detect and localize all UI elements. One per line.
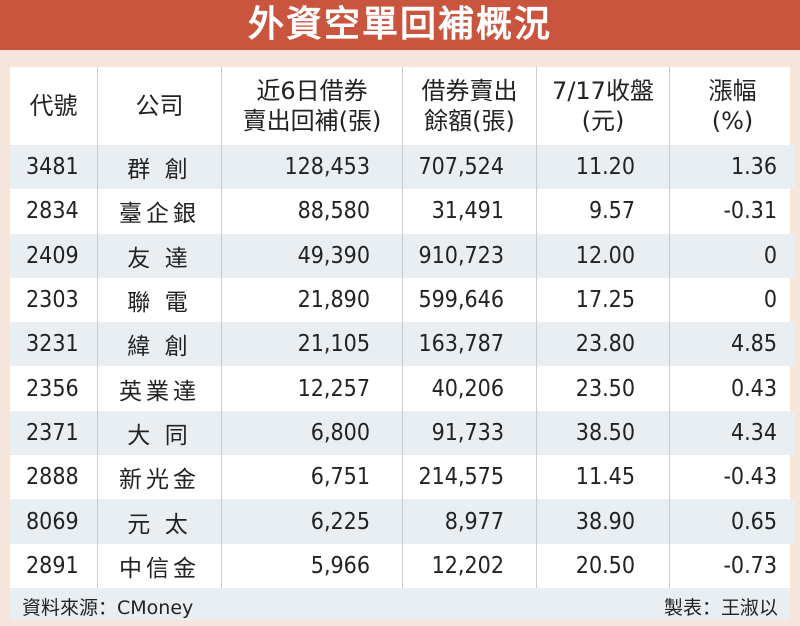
cell-short-balance: 8,977 [402, 499, 537, 544]
table-row: 2834 臺企銀 88,580 31,491 9.57 -0.31 [10, 189, 795, 234]
short-covering-table: 代號 公司 近6日借券 賣出回補(張) 借券賣出 餘額(張) 7/17收盤 (元) 漲幅 (%) … [10, 67, 795, 588]
cell-short-balance: 599,646 [402, 277, 537, 323]
cell-short-balance: 214,575 [402, 455, 537, 500]
header-line2: (%) [711, 107, 754, 135]
cell-close-price: 11.20 [536, 145, 670, 190]
cell-close-price: 12.00 [536, 233, 670, 278]
cell-code: 2891 [26, 552, 79, 579]
cell-code: 2371 [10, 410, 98, 456]
header-line1: 借券賣出 [421, 77, 518, 105]
cell-change-pct: -0.43 [669, 455, 795, 500]
cell-close-price: 9.57 [536, 189, 670, 234]
cell-short-cover-volume: 88,580 [221, 189, 403, 234]
cell-close-price: 23.50 [536, 366, 670, 411]
cell-close-price: 11.45 [536, 455, 670, 500]
table-row: 2891 中信金 5,966 12,202 20.50 -0.73 [10, 543, 795, 588]
header-short-cover-volume: 近6日借券 賣出回補(張) [221, 67, 403, 145]
cell-close-price: 23.80 [536, 322, 670, 367]
cell-close-price: 17.25 [536, 277, 670, 323]
header-line1: 公司 [135, 92, 184, 120]
cell-company: 友 達 [97, 233, 222, 278]
cell-company: 臺企銀 [97, 189, 222, 234]
cell-short-balance: 12,202 [402, 543, 537, 588]
header-line2: 賣出回補(張) [242, 107, 382, 135]
header-line1: 代號 [29, 92, 78, 120]
cell-company: 新光金 [97, 455, 222, 500]
cell-change-pct: -0.73 [669, 543, 795, 588]
cell-short-balance: 40,206 [402, 366, 537, 411]
cell-code: 2303 [26, 287, 79, 314]
cell-code: 8069 [10, 499, 98, 544]
table-row: 8069 元 太 6,225 8,977 38.90 0.65 [10, 499, 795, 544]
header-change-pct: 漲幅 (%) [669, 67, 795, 145]
table-author: 製表：王淑以 [663, 597, 778, 619]
cell-change-pct: 0.43 [669, 366, 795, 411]
cell-change-pct: 1.36 [669, 145, 795, 190]
cell-company: 聯 電 [97, 277, 222, 323]
cell-code: 2888 [26, 464, 79, 491]
cell-company: 群 創 [97, 145, 222, 190]
cell-short-cover-volume: 49,390 [221, 233, 403, 278]
cell-short-balance: 31,491 [402, 189, 537, 234]
cell-short-balance: 91,733 [402, 410, 537, 456]
cell-short-balance: 163,787 [402, 322, 537, 367]
cell-close-price: 38.50 [536, 410, 670, 456]
table-row: 2888 新光金 6,751 214,575 11.45 -0.43 [10, 455, 795, 500]
header-line2: 餘額(張) [424, 107, 515, 135]
table-row: 2303 聯 電 21,890 599,646 17.25 0 [10, 277, 795, 323]
table-row: 2371 大 同 6,800 91,733 38.50 4.34 [10, 410, 795, 456]
cell-code: 2834 [26, 198, 79, 225]
cell-short-cover-volume: 6,800 [221, 410, 403, 456]
cell-change-pct: 0 [669, 233, 795, 278]
header-code: 代號 [10, 67, 98, 145]
cell-company: 大 同 [97, 410, 222, 456]
cell-change-pct: 4.85 [669, 322, 795, 367]
cell-short-cover-volume: 6,225 [221, 499, 403, 544]
data-table-panel: 代號 公司 近6日借券 賣出回補(張) 借券賣出 餘額(張) 7/17收盤 (元) 漲幅 (%) … [10, 67, 795, 620]
cell-short-balance: 707,524 [402, 145, 537, 190]
cell-short-balance: 910,723 [402, 233, 537, 278]
table-row: 2409 友 達 49,390 910,723 12.00 0 [10, 233, 795, 278]
cell-short-cover-volume: 21,890 [221, 277, 403, 323]
table-row: 2356 英業達 12,257 40,206 23.50 0.43 [10, 366, 795, 411]
cell-company: 元 太 [97, 499, 222, 544]
table-row: 3481 群 創 128,453 707,524 11.20 1.36 [10, 145, 795, 190]
cell-short-cover-volume: 6,751 [221, 455, 403, 500]
cell-change-pct: 0.65 [669, 499, 795, 544]
cell-short-cover-volume: 128,453 [221, 145, 403, 190]
cell-short-cover-volume: 12,257 [221, 366, 403, 411]
cell-company: 英業達 [97, 366, 222, 411]
cell-change-pct: 0 [669, 277, 795, 323]
table-row: 3231 緯 創 21,105 163,787 23.80 4.85 [10, 322, 795, 367]
header-short-balance: 借券賣出 餘額(張) [402, 67, 537, 145]
header-line1: 漲幅 [708, 77, 757, 105]
header-company: 公司 [97, 67, 222, 145]
cell-company: 緯 創 [97, 322, 222, 367]
table-header-row: 代號 公司 近6日借券 賣出回補(張) 借券賣出 餘額(張) 7/17收盤 (元) 漲幅 (%) [10, 67, 795, 145]
cell-code: 3231 [10, 322, 98, 367]
cell-code: 2409 [10, 233, 98, 278]
cell-company: 中信金 [97, 543, 222, 588]
header-close-price: 7/17收盤 (元) [536, 67, 670, 145]
cell-code: 2356 [26, 375, 79, 402]
cell-change-pct: -0.31 [669, 189, 795, 234]
page-title: 外資空單回補概況 [0, 0, 800, 50]
data-source: 資料來源：CMoney [22, 597, 194, 619]
cell-code: 3481 [10, 145, 98, 190]
cell-short-cover-volume: 5,966 [221, 543, 403, 588]
footer: 資料來源：CMoney 製表：王淑以 [10, 588, 790, 620]
header-line1: 7/17收盤 [552, 77, 654, 105]
cell-close-price: 20.50 [536, 543, 670, 588]
header-line2: (元) [581, 107, 625, 135]
cell-short-cover-volume: 21,105 [221, 322, 403, 367]
cell-close-price: 38.90 [536, 499, 670, 544]
header-line1: 近6日借券 [256, 77, 368, 105]
cell-change-pct: 4.34 [669, 410, 795, 456]
